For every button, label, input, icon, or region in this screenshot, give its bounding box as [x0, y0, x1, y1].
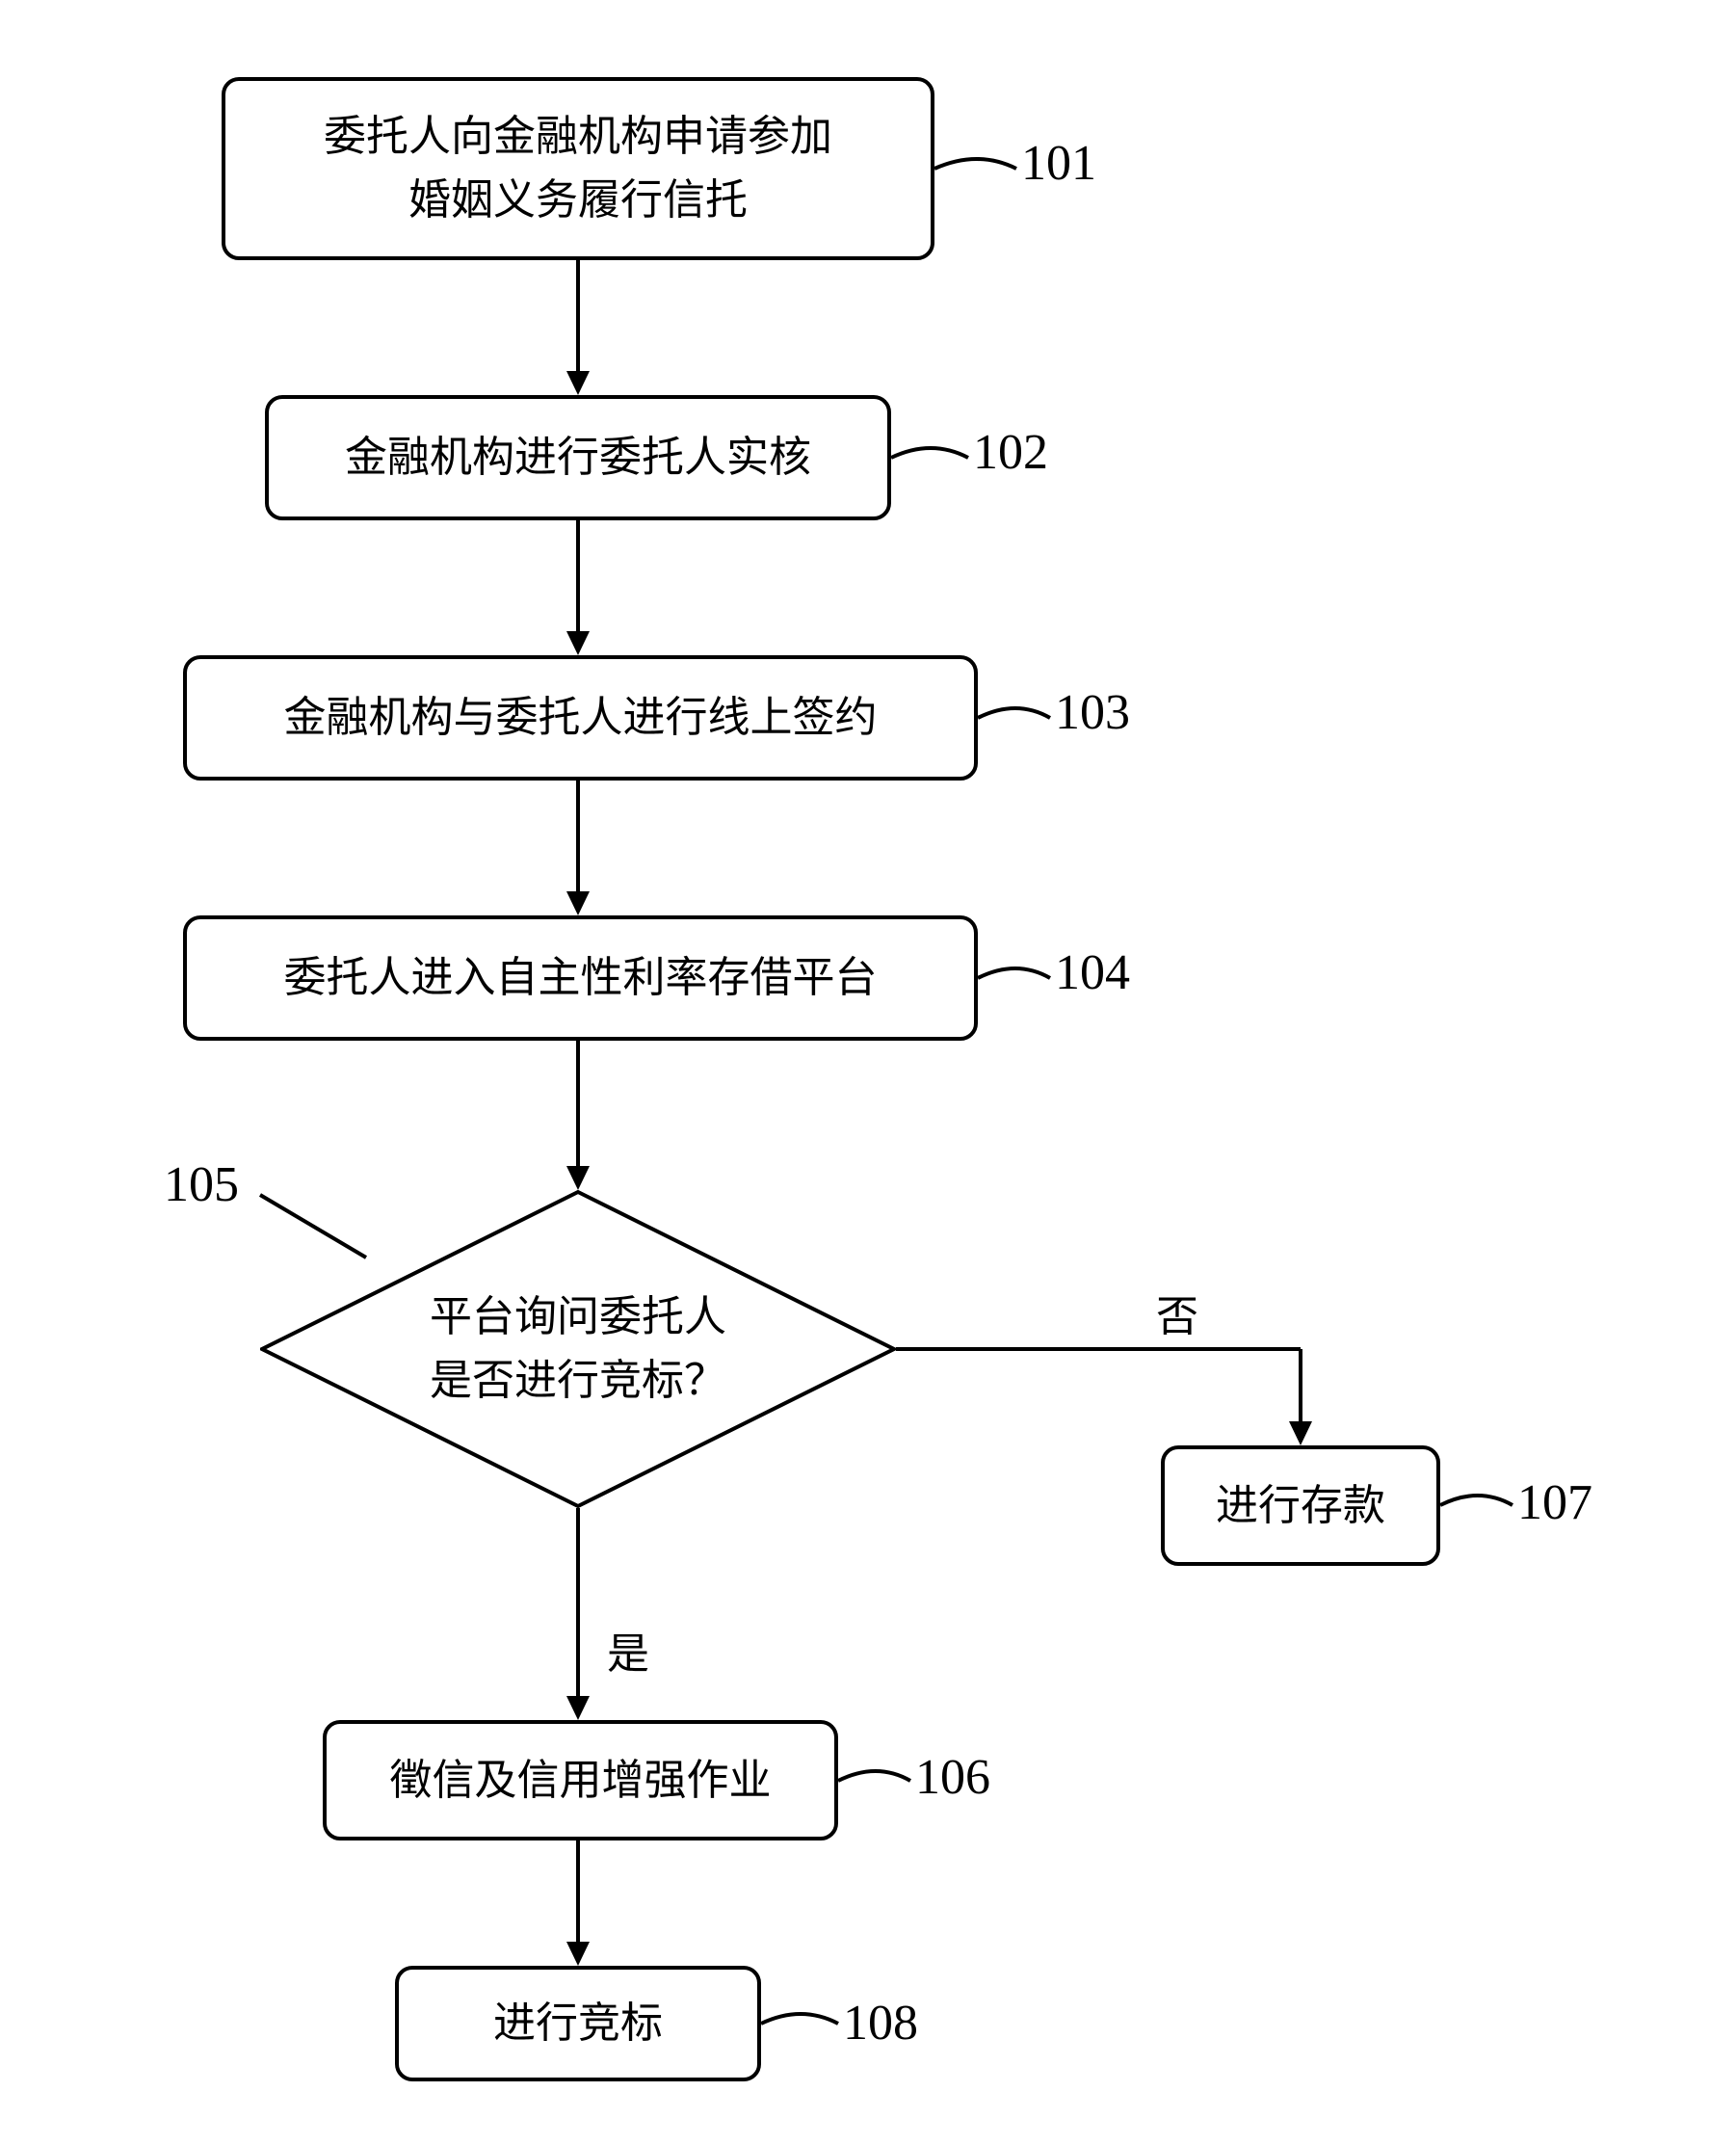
leader-line-108 — [761, 2019, 843, 2028]
leader-line-107 — [1440, 1500, 1517, 1510]
node-text-line1: 平台询问委托人 — [430, 1293, 726, 1340]
node-text-line2: 是否进行竞标？ — [430, 1357, 726, 1404]
node-text: 金融机构进行委托人实核 — [345, 426, 811, 490]
process-node-101: 委托人向金融机构申请参加 婚姻义务履行信托 — [222, 77, 934, 260]
node-text: 徵信及信用增强作业 — [390, 1749, 772, 1813]
edge-104-105 — [564, 1041, 592, 1190]
edge-105-106 — [564, 1508, 592, 1720]
node-text: 委托人进入自主性利率存借平台 — [284, 946, 878, 1010]
leader-line-103 — [978, 713, 1055, 723]
edge-label-no: 否 — [1156, 1282, 1198, 1343]
process-node-108: 进行竞标 — [395, 1966, 761, 2081]
node-label-101: 101 — [1021, 135, 1096, 192]
leader-line-106 — [838, 1776, 915, 1786]
leader-line-102 — [891, 453, 973, 463]
edge-106-108 — [564, 1840, 592, 1966]
node-label-107: 107 — [1517, 1474, 1592, 1531]
edge-102-103 — [564, 520, 592, 655]
node-text-line1: 委托人向金融机构申请参加 — [324, 113, 832, 160]
process-node-106: 徵信及信用增强作业 — [323, 1720, 838, 1840]
edge-105-107 — [896, 1335, 1320, 1460]
leader-line-101 — [934, 164, 1021, 173]
node-text: 金融机构与委托人进行线上签约 — [284, 686, 878, 750]
node-text: 进行竞标 — [493, 1992, 663, 2055]
leader-line-105 — [255, 1190, 371, 1262]
node-label-106: 106 — [915, 1749, 990, 1806]
process-node-107: 进行存款 — [1161, 1445, 1440, 1566]
node-label-108: 108 — [843, 1995, 918, 2052]
node-label-102: 102 — [973, 424, 1048, 481]
node-text: 进行存款 — [1216, 1474, 1385, 1538]
node-label-103: 103 — [1055, 684, 1130, 741]
node-label-105: 105 — [164, 1156, 239, 1213]
process-node-104: 委托人进入自主性利率存借平台 — [183, 915, 978, 1041]
edge-101-102 — [564, 260, 592, 395]
node-text-line2: 婚姻义务履行信托 — [408, 176, 748, 224]
node-label-104: 104 — [1055, 944, 1130, 1001]
process-node-102: 金融机构进行委托人实核 — [265, 395, 891, 520]
edge-label-yes: 是 — [607, 1619, 649, 1681]
leader-line-104 — [978, 973, 1055, 983]
process-node-103: 金融机构与委托人进行线上签约 — [183, 655, 978, 781]
edge-103-104 — [564, 781, 592, 915]
